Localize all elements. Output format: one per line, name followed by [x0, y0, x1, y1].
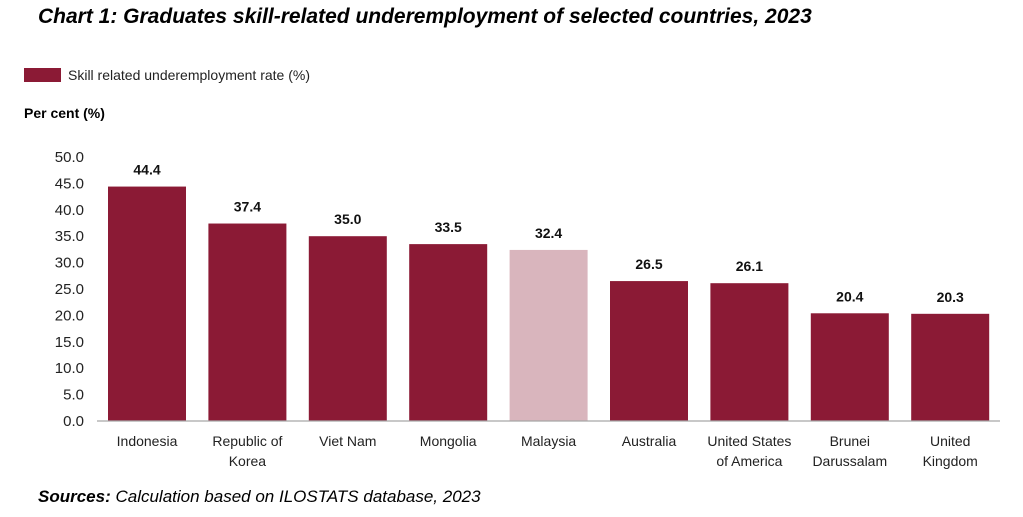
y-tick-label: 10.0	[55, 360, 84, 377]
x-tick-label: Indonesia	[117, 433, 178, 449]
x-tick-label: United States	[707, 433, 791, 449]
data-label: 20.3	[937, 289, 964, 305]
chart-title: Chart 1: Graduates skill-related underem…	[38, 5, 812, 28]
bar	[911, 313, 990, 421]
x-tick-label: United	[930, 433, 970, 449]
x-tick-label: Australia	[622, 433, 677, 449]
bar	[710, 283, 789, 421]
data-label: 32.4	[535, 225, 562, 241]
bar	[509, 249, 588, 421]
y-tick-label: 15.0	[55, 334, 84, 351]
x-tick-label: of America	[716, 453, 782, 469]
y-tick-label: 5.0	[63, 387, 84, 404]
y-axis-label: Per cent (%)	[24, 105, 105, 121]
y-tick-label: 20.0	[55, 307, 84, 324]
source-text: Calculation based on ILOSTATS database, …	[111, 487, 481, 506]
x-tick-label: Brunei	[830, 433, 870, 449]
x-tick-label: Korea	[229, 453, 267, 469]
y-tick-label: 30.0	[55, 255, 84, 272]
bar	[108, 186, 186, 421]
y-tick-label: 25.0	[55, 281, 84, 298]
data-label: 26.1	[736, 258, 763, 274]
x-tick-label: Republic of	[212, 433, 282, 449]
y-tick-label: 35.0	[55, 228, 84, 245]
data-label: 20.4	[836, 288, 863, 304]
y-tick-label: 45.0	[55, 175, 84, 192]
bar	[409, 244, 488, 421]
x-tick-label: Mongolia	[420, 433, 477, 449]
source-note: Sources: Calculation based on ILOSTATS d…	[38, 487, 481, 506]
data-label: 26.5	[635, 256, 662, 272]
data-label: 33.5	[435, 219, 462, 235]
bar	[208, 223, 287, 421]
legend-label: Skill related underemployment rate (%)	[68, 67, 310, 83]
x-tick-label: Kingdom	[923, 453, 978, 469]
bar	[610, 281, 688, 421]
bar	[810, 313, 889, 421]
data-label: 35.0	[334, 211, 361, 227]
y-tick-label: 40.0	[55, 202, 84, 219]
data-label: 44.4	[133, 162, 160, 178]
x-tick-label: Malaysia	[521, 433, 576, 449]
data-label: 37.4	[234, 199, 261, 215]
y-tick-label: 50.0	[55, 149, 84, 166]
bar	[308, 236, 387, 421]
x-tick-label: Darussalam	[812, 453, 887, 469]
y-tick-label: 0.0	[63, 413, 84, 430]
source-prefix: Sources:	[38, 487, 111, 506]
x-tick-label: Viet Nam	[319, 433, 376, 449]
legend-swatch	[24, 68, 61, 82]
